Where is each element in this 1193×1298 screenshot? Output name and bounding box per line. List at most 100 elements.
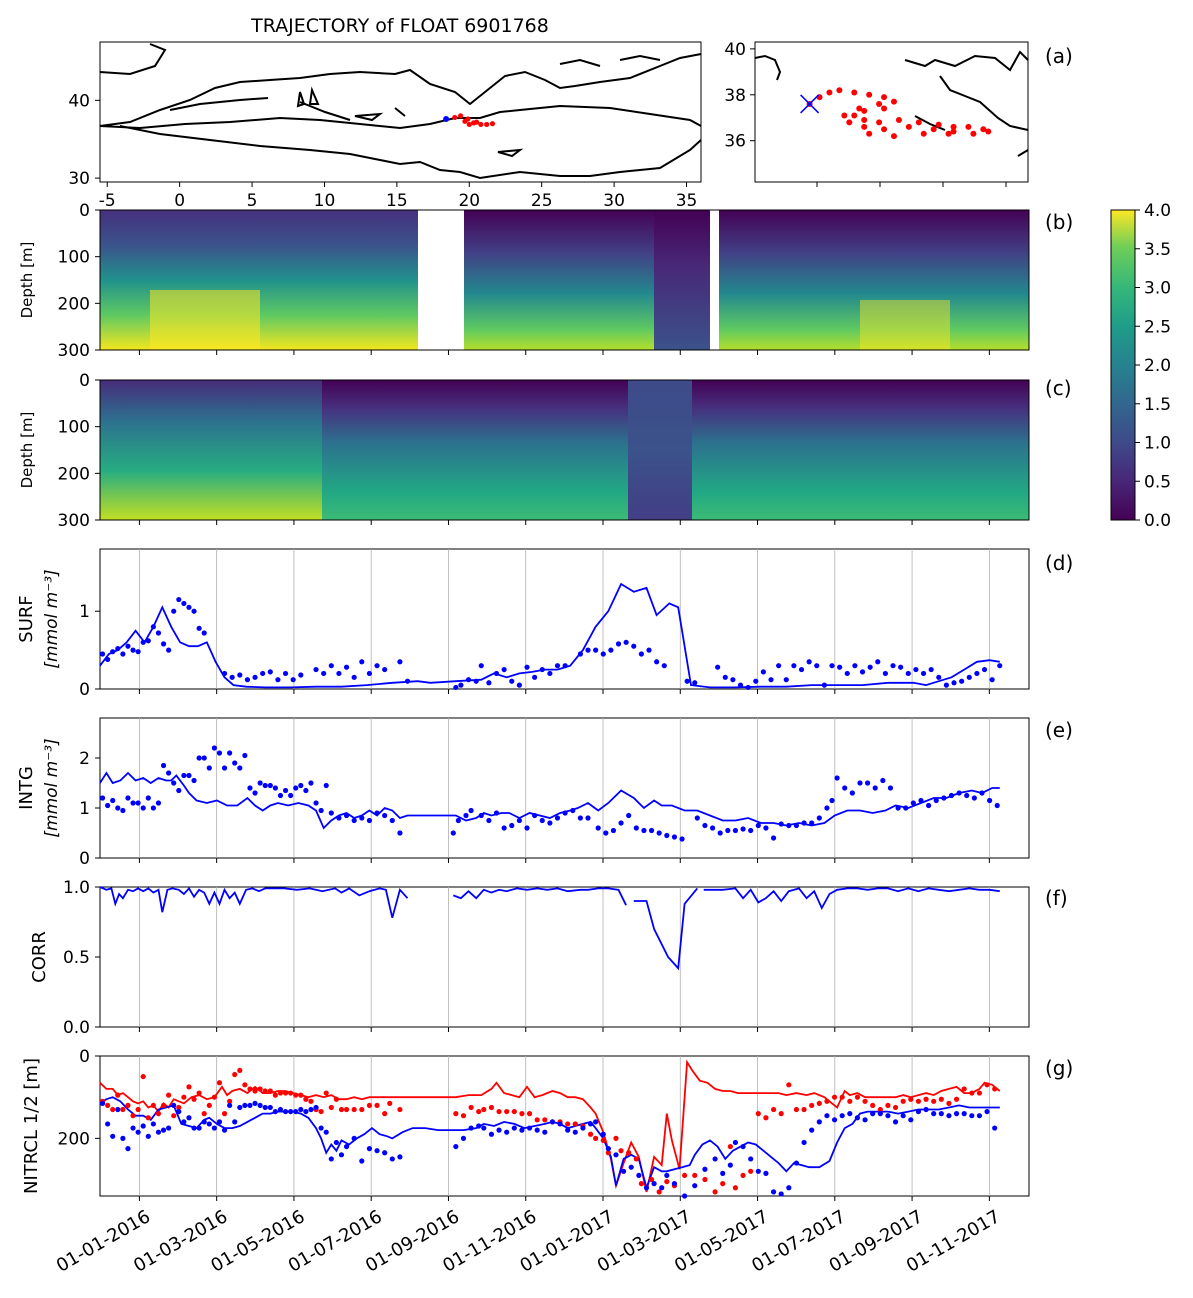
- blue-dots: [389, 1156, 395, 1162]
- dots: [478, 812, 484, 819]
- dots: [867, 664, 873, 670]
- ylabel-e-2: [mmol m⁻³]: [42, 738, 62, 837]
- blue-dots: [140, 1123, 146, 1129]
- dots: [303, 787, 309, 794]
- dots: [974, 670, 980, 677]
- dots: [382, 666, 388, 673]
- dots: [130, 800, 136, 806]
- blue-dots: [755, 1168, 761, 1174]
- red-dots: [664, 1178, 670, 1185]
- blue-dots: [115, 1106, 121, 1113]
- dots: [336, 815, 342, 821]
- dots: [865, 780, 871, 786]
- dots: [585, 815, 591, 821]
- dots: [501, 825, 507, 831]
- dots: [465, 677, 472, 683]
- red-dots: [328, 1104, 334, 1111]
- blue-dots: [763, 1170, 769, 1176]
- dots: [722, 674, 728, 680]
- blue-dots: [328, 1156, 334, 1162]
- blue-dots: [333, 1139, 339, 1146]
- hovmoller-b-highlight-2: [860, 300, 950, 350]
- trajectory-point: [458, 113, 464, 119]
- red-dots: [809, 1102, 815, 1109]
- red-dots: [145, 1115, 151, 1121]
- red-dots: [359, 1106, 365, 1113]
- red-dots: [211, 1094, 217, 1100]
- red-dots: [488, 1104, 495, 1111]
- inset-trajectory-point: [980, 126, 987, 133]
- colorbar-tick-label: 1.0: [1144, 434, 1171, 454]
- dots: [351, 817, 357, 824]
- dots: [760, 669, 766, 675]
- blue-dots: [580, 1125, 586, 1131]
- inset-trajectory-point: [851, 89, 858, 96]
- inset-y-tick-label: 38: [724, 86, 746, 106]
- line: [99, 771, 1000, 830]
- dots: [351, 674, 357, 680]
- dots: [272, 785, 278, 791]
- blue-dots: [252, 1100, 258, 1106]
- blue-dots: [318, 1125, 324, 1131]
- dots: [99, 795, 106, 801]
- inset-trajectory-point: [945, 130, 952, 137]
- blue-dots: [237, 1104, 243, 1111]
- y-tick-label: 0.0: [63, 1018, 90, 1038]
- red-dots: [206, 1102, 212, 1109]
- red-dots: [778, 1111, 784, 1117]
- dots: [135, 800, 141, 806]
- red-dots: [613, 1135, 619, 1141]
- red-dots: [526, 1111, 533, 1117]
- panel-e: [99, 717, 1030, 859]
- dots: [397, 659, 403, 665]
- dots: [493, 810, 500, 816]
- dots: [824, 805, 830, 811]
- dots: [450, 830, 456, 836]
- red-dots: [938, 1096, 944, 1102]
- blue-dots: [549, 1119, 556, 1125]
- red-dots: [831, 1094, 838, 1100]
- inset-map-panel: [754, 41, 1029, 183]
- dots: [237, 765, 243, 771]
- red-dots: [519, 1111, 525, 1117]
- red-dots: [816, 1100, 822, 1106]
- blue-dots: [374, 1148, 380, 1154]
- colorbar-tick-label: 1.5: [1144, 395, 1171, 415]
- blue-dots: [870, 1111, 876, 1117]
- blue-dots: [727, 1162, 733, 1168]
- dots: [702, 822, 708, 829]
- red-dots: [374, 1102, 380, 1109]
- blue-dots: [221, 1127, 228, 1133]
- dots: [257, 780, 263, 786]
- dots: [730, 677, 736, 683]
- dots: [166, 770, 172, 776]
- panel-d: [99, 548, 1030, 690]
- dots: [903, 805, 909, 811]
- dots: [404, 678, 411, 684]
- dots: [150, 805, 156, 811]
- dots: [798, 666, 805, 673]
- dots: [501, 666, 507, 673]
- blue-dots: [277, 1106, 284, 1113]
- blue-dots: [211, 1125, 217, 1131]
- red-dots: [793, 1106, 800, 1113]
- dots: [140, 805, 146, 811]
- dots: [328, 810, 334, 816]
- dots: [359, 659, 365, 665]
- dots: [359, 815, 365, 821]
- depth-tick-label: 0: [79, 371, 90, 391]
- blue-dots: [155, 1129, 162, 1135]
- dots: [829, 663, 835, 669]
- blue-dots: [565, 1127, 571, 1133]
- red-dots: [702, 1176, 708, 1183]
- dots: [679, 836, 685, 842]
- blue-dots: [938, 1111, 944, 1117]
- dots: [242, 752, 248, 759]
- dots: [171, 608, 177, 614]
- dots: [585, 647, 591, 653]
- dots: [397, 830, 403, 836]
- red-dots: [572, 1121, 578, 1127]
- dots: [837, 664, 843, 670]
- dots: [648, 827, 655, 834]
- blue-dots: [732, 1139, 739, 1146]
